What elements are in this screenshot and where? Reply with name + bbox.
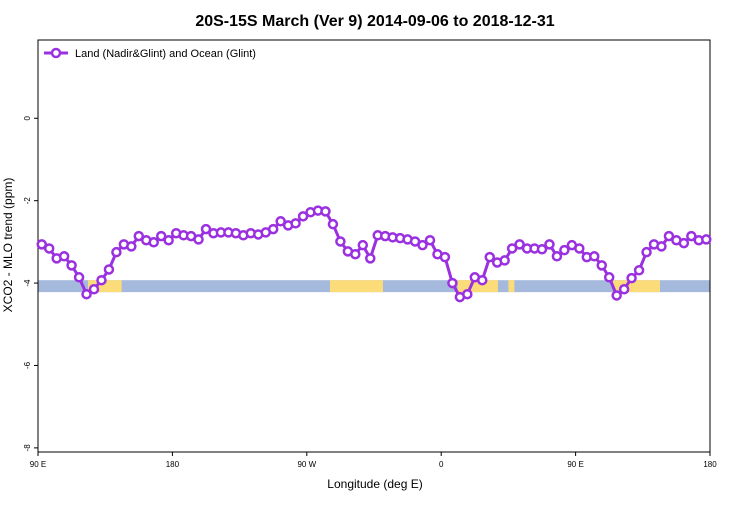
data-point: [267, 223, 279, 235]
data-point: [73, 272, 85, 283]
data-point: [484, 251, 495, 263]
data-point: [641, 246, 652, 258]
data-point: [544, 239, 555, 250]
data-point: [686, 230, 697, 242]
y-tick-label: 0: [23, 116, 32, 121]
data-point: [163, 234, 174, 246]
x-tick-label: 90 E: [30, 460, 46, 469]
data-point: [148, 237, 159, 248]
data-point: [439, 251, 451, 263]
data-point: [514, 239, 525, 250]
data-point: [589, 251, 600, 262]
land-band: [508, 280, 515, 293]
data-point: [327, 218, 339, 230]
data-point: [320, 206, 331, 217]
data-point: [275, 216, 286, 227]
data-point: [618, 284, 630, 295]
data-point: [462, 288, 473, 300]
data-point: [656, 241, 667, 252]
y-tick-label: -4: [23, 279, 32, 287]
data-point: [663, 230, 675, 242]
data-point: [96, 274, 107, 286]
data-point: [424, 234, 436, 246]
data-point: [559, 244, 570, 256]
x-axis-label: Longitude (deg E): [327, 477, 422, 491]
data-point: [626, 272, 637, 284]
land-band: [329, 280, 383, 293]
data-point: [365, 253, 376, 264]
y-tick-label: -8: [23, 444, 32, 452]
data-point: [290, 218, 301, 229]
x-tick-label: 90 E: [567, 460, 583, 469]
data-point: [417, 239, 428, 251]
data-point: [678, 237, 690, 249]
land-band: [88, 280, 122, 293]
data-point: [36, 239, 47, 250]
data-point: [200, 223, 212, 235]
data-point: [701, 234, 712, 245]
data-point: [574, 243, 585, 254]
data-point: [633, 265, 645, 276]
data-point: [350, 248, 361, 260]
data-point: [596, 260, 607, 271]
legend-label: Land (Nadir&Glint) and Ocean (Glint): [75, 48, 256, 60]
data-point: [133, 230, 145, 242]
x-tick-label: 180: [166, 460, 180, 469]
x-tick-label: 180: [703, 460, 717, 469]
y-tick-label: -6: [23, 361, 32, 369]
land-band: [457, 280, 498, 293]
y-tick-label: -2: [23, 197, 32, 205]
data-point: [155, 230, 167, 242]
data-point: [81, 288, 92, 300]
chart-title: 20S-15S March (Ver 9) 2014-09-06 to 2018…: [195, 13, 554, 30]
data-point: [603, 272, 615, 283]
data-point: [297, 211, 309, 222]
data-point: [335, 236, 346, 247]
legend-marker: [50, 47, 62, 59]
data-point: [477, 274, 488, 286]
data-point: [103, 264, 115, 275]
data-point: [499, 255, 510, 266]
data-point: [193, 234, 204, 245]
data-point: [111, 246, 122, 258]
land-band: [612, 280, 660, 293]
data-point: [357, 239, 369, 251]
data-point: [66, 260, 77, 271]
data-point: [551, 251, 563, 262]
data-point: [536, 244, 548, 255]
data-point: [611, 290, 622, 301]
data-point: [506, 243, 518, 254]
x-tick-label: 90 W: [297, 460, 316, 469]
data-point: [126, 241, 137, 252]
data-point: [43, 243, 55, 254]
data-point: [88, 284, 100, 295]
data-point: [58, 251, 70, 262]
data-point: [447, 277, 458, 289]
x-tick-label: 0: [439, 460, 444, 469]
y-axis-label: XCO2 - MLO trend (ppm): [1, 178, 15, 313]
